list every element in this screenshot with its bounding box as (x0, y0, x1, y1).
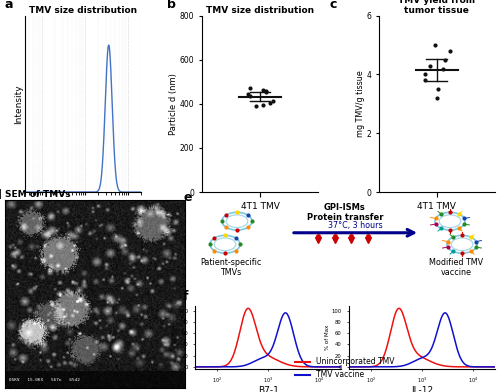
Y-axis label: % of Max: % of Max (326, 325, 330, 350)
Legend: Unincorporated TMV, TMV vaccine: Unincorporated TMV, TMV vaccine (292, 354, 398, 382)
X-axis label: Particle d (nm): Particle d (nm) (52, 214, 114, 223)
Point (440, 56, 448, 63)
Title: TMV size distribution: TMV size distribution (29, 6, 137, 15)
Point (421, 77, 429, 83)
Point (421, 71, 429, 78)
Text: SEM of TMVs: SEM of TMVs (5, 190, 70, 199)
Text: 05KV   15.0KX   567n   6542: 05KV 15.0KX 567n 6542 (10, 378, 81, 382)
Title: TMV size distribution: TMV size distribution (206, 6, 314, 15)
X-axis label: IL-12: IL-12 (411, 386, 433, 392)
Point (434, 86, 442, 93)
Point (431, 42, 439, 48)
X-axis label: B7-1: B7-1 (258, 386, 278, 392)
Text: d: d (0, 189, 2, 201)
Text: b: b (167, 0, 176, 11)
Text: GPI-ISMs
Protein transfer: GPI-ISMs Protein transfer (307, 203, 384, 222)
Point (259, 86, 267, 93)
Point (439, 65, 447, 72)
Y-axis label: mg TMV/g tissue: mg TMV/g tissue (356, 71, 365, 137)
Point (246, 93, 254, 99)
Y-axis label: Intensity: Intensity (14, 84, 24, 124)
Y-axis label: % of Max: % of Max (172, 325, 176, 350)
Text: a: a (4, 0, 12, 11)
Text: Modified TMV
vaccine: Modified TMV vaccine (429, 258, 483, 277)
Point (433, 95, 441, 101)
Title: TMV yield from
tumor tissue: TMV yield from tumor tissue (398, 0, 475, 15)
Point (446, 48, 454, 54)
Text: Patient-specific
TMVs: Patient-specific TMVs (200, 258, 262, 277)
Y-axis label: Particle d (nm): Particle d (nm) (169, 73, 178, 135)
Point (262, 87, 270, 94)
Point (426, 63, 434, 69)
Text: e: e (183, 191, 192, 204)
Point (268, 98, 276, 104)
Text: 37°C, 3 hours: 37°C, 3 hours (328, 221, 383, 230)
Point (246, 85, 254, 92)
Text: c: c (330, 0, 337, 11)
Point (259, 102, 267, 108)
Point (252, 103, 260, 109)
Point (266, 100, 274, 106)
Text: f: f (183, 290, 188, 303)
Point (262, 89, 270, 95)
Point (244, 91, 252, 97)
